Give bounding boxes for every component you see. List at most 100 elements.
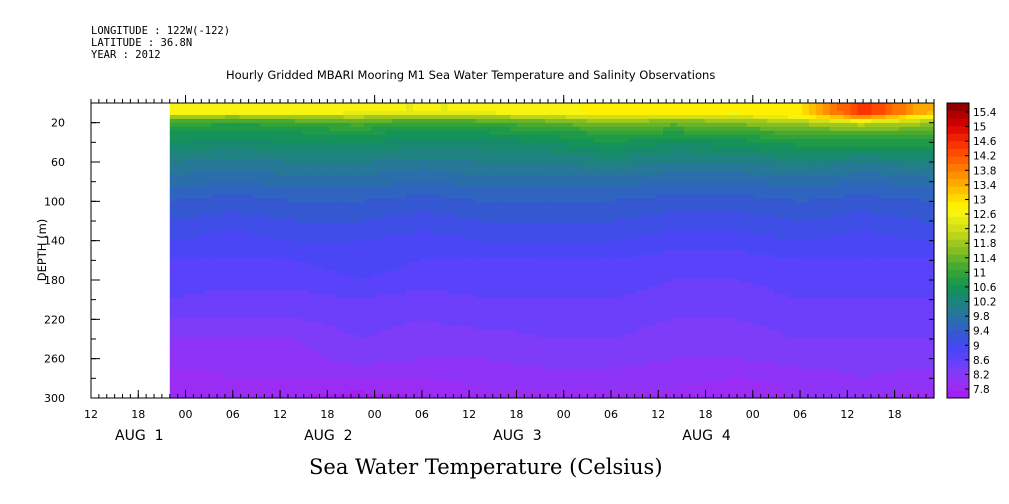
- heatmap-cell: [211, 266, 220, 272]
- heatmap-cell: [621, 146, 629, 152]
- heatmap-cell: [454, 238, 463, 244]
- heatmap-cell: [565, 278, 574, 283]
- heatmap-cell: [704, 206, 713, 212]
- heatmap-cell: [343, 146, 352, 152]
- heatmap-cell: [892, 254, 900, 260]
- heatmap-cell: [454, 234, 463, 240]
- heatmap-cell: [760, 142, 768, 148]
- heatmap-cell: [927, 126, 935, 132]
- heatmap-cell: [301, 130, 310, 136]
- heatmap-cell: [760, 130, 768, 136]
- heatmap-cell: [510, 162, 518, 168]
- heatmap-cell: [864, 178, 873, 184]
- heatmap-cell: [864, 262, 873, 268]
- heatmap-cell: [656, 178, 664, 184]
- heatmap-cell: [253, 250, 261, 256]
- heatmap-cell: [586, 230, 595, 236]
- heatmap-cell: [538, 194, 546, 200]
- heatmap-cell: [843, 178, 852, 184]
- heatmap-cell: [586, 118, 595, 124]
- heatmap-cell: [357, 150, 365, 156]
- heatmap-cell: [795, 118, 803, 124]
- heatmap-cell: [892, 166, 900, 172]
- heatmap-cell: [524, 226, 532, 232]
- heatmap-cell: [419, 174, 428, 180]
- heatmap-cell: [489, 178, 497, 184]
- heatmap-cell: [704, 114, 713, 120]
- heatmap-cell: [704, 250, 713, 256]
- heatmap-cell: [482, 222, 490, 228]
- heatmap-cell: [711, 150, 720, 156]
- heatmap-cell: [551, 114, 560, 120]
- heatmap-cell: [558, 134, 567, 140]
- heatmap-cell: [906, 130, 914, 136]
- heatmap-cell: [558, 103, 567, 108]
- heatmap-cell: [878, 278, 886, 283]
- heatmap-cell: [350, 142, 358, 148]
- heatmap-cell: [426, 282, 435, 287]
- heatmap-cell: [607, 174, 616, 180]
- heatmap-cell: [642, 110, 650, 116]
- heatmap-cell: [294, 194, 303, 200]
- heatmap-cell: [808, 278, 817, 283]
- heatmap-cell: [836, 226, 845, 232]
- heatmap-cell: [426, 106, 435, 112]
- heatmap-cell: [190, 114, 199, 120]
- heatmap-cell: [621, 118, 629, 124]
- heatmap-cell: [878, 226, 886, 232]
- heatmap-cell: [322, 190, 331, 196]
- heatmap-cell: [232, 150, 240, 156]
- heatmap-cell: [260, 122, 268, 128]
- heatmap-cell: [593, 134, 602, 140]
- heatmap-cell: [913, 230, 921, 236]
- heatmap-cell: [274, 230, 282, 236]
- heatmap-cell: [406, 114, 414, 120]
- heatmap-cell: [197, 146, 206, 152]
- heatmap-cell: [572, 106, 581, 112]
- heatmap-cell: [176, 198, 185, 204]
- heatmap-cell: [767, 230, 775, 236]
- heatmap-cell: [843, 134, 852, 140]
- heatmap-cell: [683, 182, 692, 188]
- heatmap-cell: [225, 222, 233, 228]
- heatmap-cell: [711, 278, 720, 283]
- heatmap-cell: [795, 103, 803, 108]
- heatmap-cell: [753, 226, 761, 232]
- heatmap-cell: [218, 150, 226, 156]
- heatmap-cell: [711, 258, 720, 264]
- heatmap-cell: [225, 258, 233, 264]
- heatmap-cell: [433, 122, 442, 128]
- heatmap-cell: [892, 150, 900, 156]
- heatmap-cell: [906, 150, 914, 156]
- heatmap-cell: [836, 130, 845, 136]
- heatmap-cell: [287, 122, 296, 128]
- heatmap-cell: [392, 103, 400, 108]
- heatmap-cell: [392, 154, 400, 160]
- heatmap-cell: [329, 103, 338, 108]
- heatmap-cell: [544, 106, 553, 112]
- heatmap-cell: [788, 182, 796, 188]
- heatmap-cell: [406, 246, 414, 252]
- heatmap-cell: [864, 122, 873, 128]
- heatmap-cell: [767, 142, 775, 148]
- heatmap-cell: [218, 282, 226, 287]
- heatmap-cell: [329, 210, 338, 216]
- heatmap-cell: [649, 138, 657, 144]
- heatmap-cell: [510, 266, 518, 272]
- heatmap-cell: [795, 138, 803, 144]
- heatmap-cell: [336, 282, 345, 287]
- heatmap-cell: [829, 118, 838, 124]
- heatmap-cell: [614, 214, 622, 220]
- heatmap-cell: [676, 226, 685, 232]
- heatmap-cell: [364, 154, 372, 160]
- heatmap-cell: [287, 266, 296, 272]
- heatmap-cell: [183, 270, 192, 276]
- heatmap-cell: [788, 242, 796, 248]
- heatmap-cell: [510, 158, 518, 164]
- heatmap-cell: [232, 274, 240, 280]
- heatmap-cell: [280, 106, 289, 112]
- heatmap-cell: [795, 198, 803, 204]
- heatmap-cell: [857, 103, 866, 108]
- heatmap-cell: [753, 114, 761, 120]
- heatmap-cell: [579, 178, 588, 184]
